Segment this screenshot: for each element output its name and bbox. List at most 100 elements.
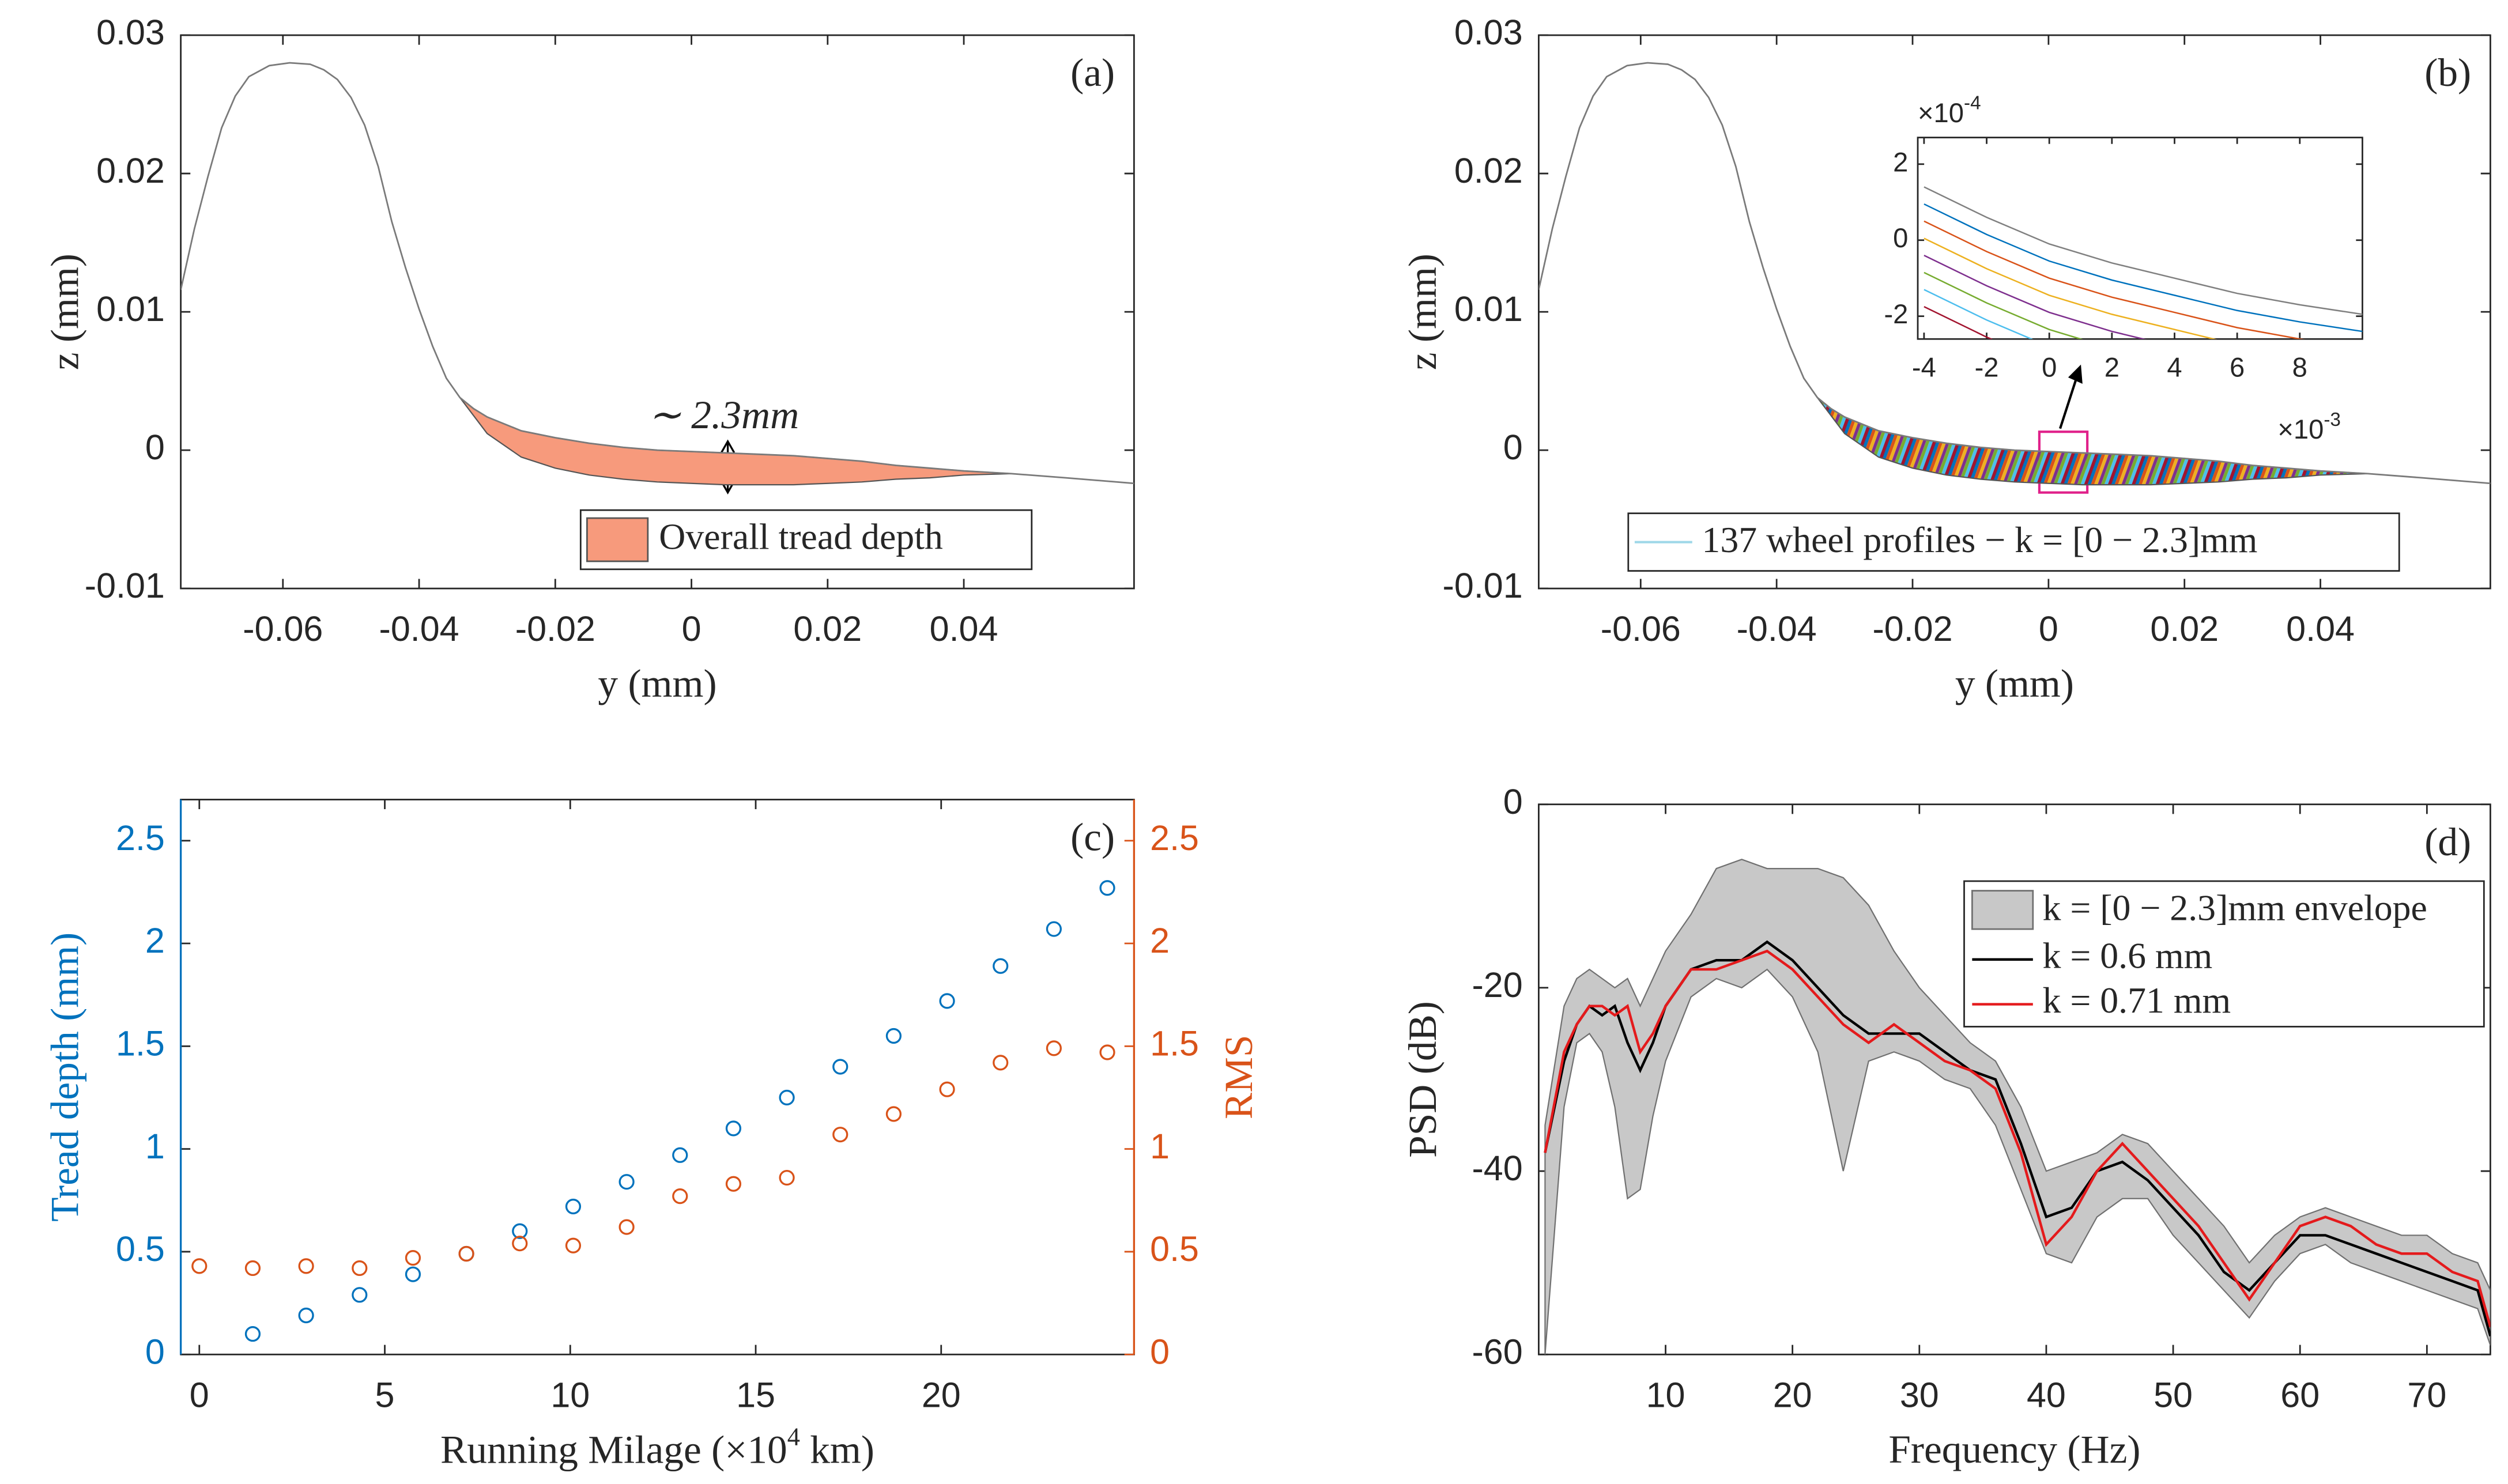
- x-tick-label: 4: [2167, 352, 2182, 382]
- legend-label: 137 wheel profiles − k = [0 − 2.3]mm: [1702, 519, 2257, 560]
- scatter-point: [512, 1223, 528, 1239]
- y2-axis-label: RMS: [1217, 1035, 1261, 1120]
- scatter-point: [725, 1176, 742, 1192]
- scatter-point: [405, 1250, 421, 1266]
- axes-box: [1538, 803, 2491, 1355]
- y-tick-label: 2.5: [116, 818, 165, 858]
- panel-label: (d): [2424, 820, 2471, 864]
- x-tick-label: 70: [2407, 1375, 2446, 1414]
- x-tick-label: 15: [736, 1375, 775, 1414]
- x-tick-label: 6: [2230, 352, 2245, 382]
- scatter-point: [885, 1028, 902, 1044]
- zoom-arrow: [2059, 373, 2079, 429]
- y-tick-label: -0.01: [1443, 566, 1523, 605]
- inset-line: [1924, 289, 2034, 339]
- x-tick-label: 0.04: [930, 609, 998, 648]
- x-tick-label: -0.02: [515, 609, 595, 648]
- y-multiplier-base: ×10: [1918, 97, 1964, 128]
- scatter-point: [244, 1326, 261, 1342]
- y-tick-label: 0: [1893, 222, 1908, 253]
- scatter-point: [458, 1245, 474, 1262]
- x-tick-label: -2: [1975, 352, 1999, 382]
- y2-tick-label: 1: [1150, 1127, 1170, 1166]
- y-tick-label: -40: [1472, 1149, 1522, 1188]
- y-tick-label: -2: [1884, 299, 1908, 329]
- inset-line: [1924, 220, 2305, 339]
- x-axis-label-post: km): [800, 1428, 874, 1472]
- y2-tick-label: 2: [1150, 921, 1170, 960]
- y-multiplier-exp: -4: [1964, 92, 1981, 114]
- scatter-point: [512, 1236, 528, 1252]
- x-multiplier-base: ×10: [2277, 414, 2324, 445]
- x-tick-label: -0.04: [1737, 609, 1817, 648]
- profile-line: [1538, 62, 2491, 485]
- scatter-point: [244, 1260, 261, 1277]
- scatter-point: [565, 1198, 582, 1215]
- scatter-point: [832, 1059, 848, 1075]
- x-tick-label: -0.06: [243, 609, 323, 648]
- x-axis-label-sup: 4: [787, 1422, 800, 1451]
- inset-line: [1924, 203, 2363, 333]
- x-tick-label: 50: [2154, 1375, 2193, 1414]
- y-tick-label: 0: [1503, 782, 1523, 821]
- scatter-point: [352, 1260, 368, 1277]
- profile-line: [180, 62, 1134, 485]
- y-tick-label: 2: [145, 921, 165, 960]
- annotation: ∼ 2.3mm: [648, 393, 799, 437]
- y-tick-label: 0.03: [1454, 13, 1523, 52]
- scatter-point: [405, 1266, 421, 1282]
- scatter-point: [832, 1127, 848, 1143]
- legend-label: k = 0.71 mm: [2042, 980, 2231, 1021]
- scatter-point: [1046, 921, 1062, 937]
- legend-label: k = [0 − 2.3]mm envelope: [2042, 887, 2427, 928]
- x-tick-label: 8: [2292, 352, 2307, 382]
- x-tick-label: 2: [2105, 352, 2119, 382]
- y-axis-label: PSD (dB): [1401, 1001, 1445, 1158]
- y-tick-label: 2: [1893, 146, 1908, 177]
- scatter-point: [191, 1258, 208, 1274]
- legend-box: [1963, 880, 2485, 1028]
- axes-box: [1917, 137, 2363, 340]
- scatter-point: [939, 1081, 955, 1097]
- scatter-point: [885, 1106, 902, 1122]
- y-tick-label: 0.02: [1454, 151, 1523, 190]
- scatter-point: [298, 1307, 314, 1324]
- x-tick-label: -0.02: [1872, 609, 1952, 648]
- inset-line: [1924, 237, 2217, 339]
- x-axis-label: Frequency (Hz): [1888, 1428, 2140, 1472]
- x-tick-label: -0.04: [379, 609, 459, 648]
- y2-tick-label: 1.5: [1150, 1024, 1199, 1063]
- y-tick-label: -60: [1472, 1332, 1522, 1371]
- x-axis-label: y (mm): [598, 662, 716, 706]
- y-multiplier: ×10-4: [1918, 92, 1981, 128]
- scatter-point: [779, 1089, 795, 1106]
- y2-tick-label: 0: [1150, 1332, 1170, 1371]
- scatter-point: [672, 1147, 688, 1163]
- x-axis-label: Running Milage (×104 km): [440, 1422, 874, 1472]
- scatter-point: [1099, 1044, 1115, 1060]
- y-tick-label: 0.02: [96, 151, 165, 190]
- x-axis-label-pre: Running Milage (×10: [440, 1428, 787, 1472]
- x-tick-label: 0: [190, 1375, 209, 1414]
- x-tick-label: -4: [1912, 352, 1936, 382]
- scatter-point: [993, 958, 1009, 974]
- envelope: [1544, 858, 2491, 1355]
- scatter-point: [618, 1219, 635, 1235]
- y-tick-label: 0: [145, 428, 165, 467]
- x-tick-label: 0.02: [2150, 609, 2219, 648]
- x-tick-label: -0.06: [1601, 609, 1681, 648]
- y-tick-label: 0.01: [96, 289, 165, 328]
- y-tick-label: 1.5: [116, 1024, 165, 1063]
- y-tick-label: 1: [145, 1127, 165, 1166]
- y-tick-label: 0.03: [96, 13, 165, 52]
- y-axis-label: Tread depth (mm): [43, 932, 87, 1222]
- x-tick-label: 20: [1773, 1375, 1812, 1414]
- legend-swatch: [1971, 890, 2034, 930]
- inset-line: [1924, 186, 2363, 315]
- scatter-point: [1099, 880, 1115, 896]
- legend-label: k = 0.6 mm: [2042, 935, 2212, 976]
- scatter-point: [672, 1188, 688, 1204]
- y-axis-label: z (mm): [43, 254, 87, 370]
